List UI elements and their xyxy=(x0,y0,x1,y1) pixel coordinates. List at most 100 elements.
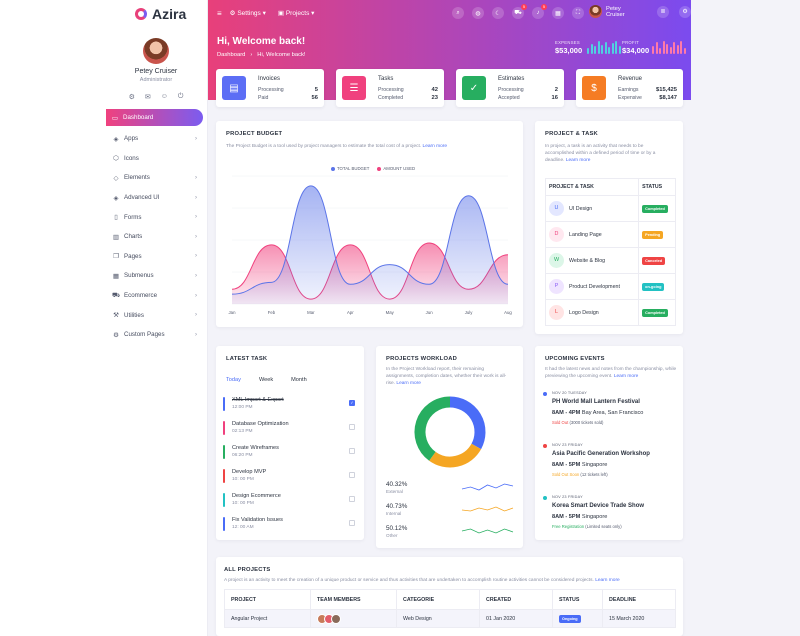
card-title: Estimates xyxy=(498,76,525,82)
project-name[interactable]: Landing Page xyxy=(569,231,602,238)
task-checkbox[interactable] xyxy=(349,472,355,478)
tab-today[interactable]: Today xyxy=(226,377,241,383)
sidebar-item-icons[interactable]: ⬡ Icons xyxy=(107,149,203,169)
legend-dot xyxy=(377,166,382,171)
chevron-right-icon: › xyxy=(195,214,197,221)
project-name[interactable]: Product Development xyxy=(569,283,620,290)
donut-segment[interactable] xyxy=(449,396,486,450)
gear-icon[interactable]: ⚙ xyxy=(679,5,692,18)
card-row: Expensive $8,147 xyxy=(618,95,677,101)
power-icon[interactable]: ⏻ xyxy=(177,93,184,100)
table-row[interactable]: P Product Development on-going xyxy=(544,273,676,300)
event-note-detail: (12 tickets left) xyxy=(580,472,608,477)
project-name[interactable]: UI Design xyxy=(569,205,593,212)
learn-more-link[interactable]: Learn more xyxy=(396,381,421,387)
cart-icon: ⛟ xyxy=(112,292,121,300)
table-row[interactable]: W Website & Blog Canceled xyxy=(544,247,676,274)
list-item[interactable]: Develop MVP 10: 00 PM xyxy=(223,469,355,487)
donut-segment[interactable] xyxy=(429,443,482,468)
sidebar-item-pages[interactable]: ❐ Pages › xyxy=(107,247,203,267)
user-icon[interactable]: ☺ xyxy=(160,93,168,100)
cart-icon[interactable]: ⛟ 5 xyxy=(512,4,527,19)
donut-segment[interactable] xyxy=(414,396,451,461)
sidebar-item-forms[interactable]: ▯ Forms › xyxy=(107,207,203,227)
column-header: CATEGORIE xyxy=(396,589,480,610)
monitor-icon: ▭ xyxy=(111,114,119,122)
tasks-card[interactable]: ☰ Tasks Processing 42 Completed 23 xyxy=(336,69,444,107)
workload-stat: 40.73% Internal xyxy=(386,503,407,516)
globe-icon[interactable]: ◍ xyxy=(472,7,484,19)
sidebar-item-ecommerce[interactable]: ⛟ Ecommerce › xyxy=(107,286,203,306)
sidebar-item-custom-pages[interactable]: ⚙ Custom Pages › xyxy=(107,325,203,345)
category: Web Design xyxy=(396,609,480,628)
settings-icon[interactable]: ⚙ xyxy=(128,94,135,101)
estimates-card[interactable]: ✓ Estimates Processing 2 Accepted 16 xyxy=(456,69,564,107)
legend-item[interactable]: AMOUNT USED xyxy=(377,166,415,171)
column-header: STATUS xyxy=(638,178,676,196)
breadcrumb: Dashboard › Hi, Welcome back! xyxy=(217,52,306,58)
fullscreen-icon[interactable]: ⛶ xyxy=(572,7,584,19)
sidebar-item-elements[interactable]: ◇ Elements › xyxy=(107,168,203,188)
table-row[interactable]: Angular Project Web Design 01 Jan 2020 O… xyxy=(224,609,676,628)
tab-week[interactable]: Week xyxy=(258,377,274,383)
settings-menu[interactable]: ⚙ Settings ▾ xyxy=(229,10,266,17)
menu-toggle-icon[interactable]: ≡ xyxy=(217,8,222,18)
invoices-card[interactable]: ▤ Invoices Processing 5 Paid 56 xyxy=(216,69,324,107)
sidebar-item-label: Pages xyxy=(124,252,142,260)
project-name[interactable]: Logo Design xyxy=(569,309,599,316)
row-label: Processing xyxy=(258,87,284,93)
project-name[interactable]: Website & Blog xyxy=(569,257,606,264)
sidebar-item-submenus[interactable]: ▦ Submenus › xyxy=(107,266,203,286)
list-icon[interactable]: ≣ xyxy=(657,5,670,18)
table-row[interactable]: D Landing Page Pending xyxy=(544,221,676,248)
tab-month[interactable]: Month xyxy=(291,377,307,383)
sidebar-item-charts[interactable]: ▥ Charts › xyxy=(107,227,203,247)
task-checkbox[interactable] xyxy=(349,448,355,454)
breadcrumb-root[interactable]: Dashboard xyxy=(217,52,246,58)
list-item[interactable]: XML Import & Export 12:00 PM ✓ xyxy=(223,397,355,415)
description-text: In the Project Workload report, their re… xyxy=(386,367,507,387)
list-item[interactable]: Design Ecommerce 10: 00 PM xyxy=(223,493,355,511)
legend-item[interactable]: TOTAL BUDGET xyxy=(331,166,369,171)
task-checkbox[interactable]: ✓ xyxy=(349,400,355,406)
sidebar-item-advanced-ui[interactable]: ◈ Advanced UI › xyxy=(107,188,203,208)
table-row[interactable]: U UI Design Completed xyxy=(544,195,676,222)
task-checkbox[interactable] xyxy=(349,424,355,430)
logo[interactable]: Azira xyxy=(0,0,207,28)
projects-menu[interactable]: ▣ Projects ▾ xyxy=(277,10,315,17)
revenue-card[interactable]: $ Revenue Earnings $15,425 Expensive $8,14… xyxy=(576,69,683,107)
sidebar-item-label: Charts xyxy=(124,233,143,241)
task-checkbox[interactable] xyxy=(349,520,355,526)
moon-icon[interactable]: ☾ xyxy=(492,7,504,19)
sidebar-item-dashboard[interactable]: ▭ Dashboard xyxy=(106,109,203,126)
panel-description: It had the latest news and notes from th… xyxy=(545,366,677,380)
task-checkbox[interactable] xyxy=(349,496,355,502)
learn-more-link[interactable]: Learn more xyxy=(613,374,639,380)
profit-sparkbars xyxy=(652,40,686,54)
learn-more-link[interactable]: Learn more xyxy=(565,158,591,164)
project-name[interactable]: Angular Project xyxy=(224,609,311,628)
table-row[interactable]: L Logo Design Completed xyxy=(544,299,676,326)
sidebar-item-apps[interactable]: ◈ Apps › xyxy=(107,129,203,149)
learn-more-link[interactable]: Learn more xyxy=(595,578,620,583)
learn-more-link[interactable]: Learn more xyxy=(422,144,448,149)
sidebar-item-utilities[interactable]: ⚒ Utilities › xyxy=(107,305,203,325)
profile-avatar[interactable] xyxy=(143,38,169,64)
user-menu[interactable]: Petey Cruiser ≣ ⚙ xyxy=(589,5,692,18)
status-badge: Completed xyxy=(642,204,668,213)
list-item[interactable]: Fix Validation Issues 12: 00 AM xyxy=(223,517,355,535)
event-title[interactable]: Asia Pacific Generation Workshop xyxy=(552,451,650,457)
list-item[interactable]: Database Optimization 02:13 PM xyxy=(223,421,355,439)
list-item[interactable]: Create Wireframes 06:20 PM xyxy=(223,445,355,463)
expenses-value: $53,000 xyxy=(555,46,583,55)
event-title[interactable]: PH World Mall Lantern Festival xyxy=(552,399,640,405)
notification-badge: 5 xyxy=(541,4,547,10)
event-title[interactable]: Korea Smart Device Trade Show xyxy=(552,503,645,509)
project-letter-avatar: U xyxy=(549,201,564,216)
search-icon[interactable]: ⌕ xyxy=(452,7,464,19)
task-name: XML Import & Export xyxy=(232,397,284,403)
series-line[interactable] xyxy=(231,185,509,295)
bell-icon[interactable]: ♪ 5 xyxy=(532,4,547,19)
apps-grid-icon[interactable]: ▦ xyxy=(552,7,564,19)
mail-icon[interactable]: ✉ xyxy=(144,94,151,101)
